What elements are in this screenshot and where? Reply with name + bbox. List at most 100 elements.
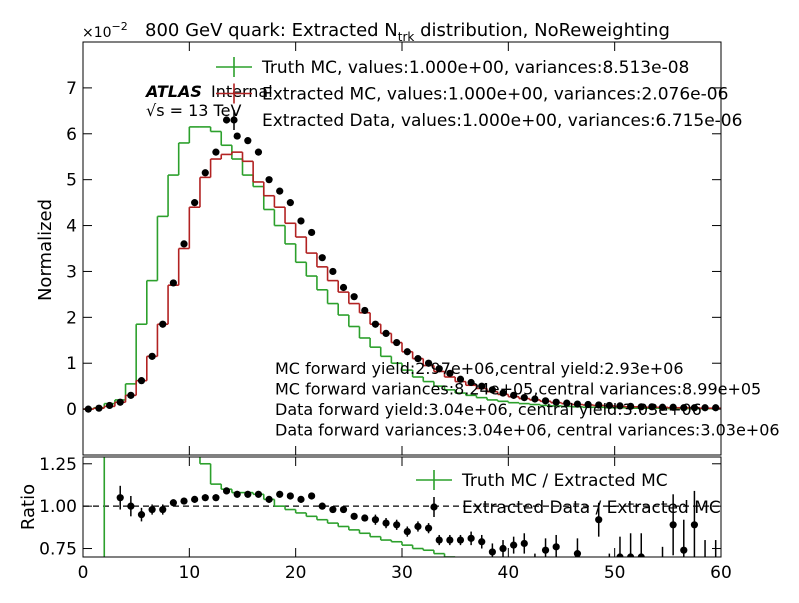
data-point xyxy=(541,546,550,554)
annotation: MC forward yield:2.97e+06,central yield:… xyxy=(275,359,684,378)
data-point xyxy=(467,378,475,387)
data-point xyxy=(116,398,124,406)
data-point xyxy=(456,536,465,544)
x-tick-label: 0 xyxy=(78,563,89,583)
data-point xyxy=(393,338,401,347)
data-point xyxy=(361,306,369,315)
data-point xyxy=(318,254,326,262)
title-text: distribution, NoReweighting xyxy=(414,20,670,41)
data-point xyxy=(669,521,677,529)
annotation: Data forward variances:3.04e+06, central… xyxy=(275,421,780,440)
data-point xyxy=(393,521,401,529)
experiment-label: ATLAS xyxy=(144,82,202,101)
annotation: MC forward variances:8.24e+05,central va… xyxy=(275,380,761,399)
data-point xyxy=(563,399,571,407)
data-point xyxy=(361,514,369,522)
data-point xyxy=(488,548,496,556)
data-point xyxy=(637,553,645,557)
data-point xyxy=(127,502,135,510)
x-tick-label: 60 xyxy=(710,563,732,583)
y-tick-label: 4 xyxy=(66,217,77,237)
data-point xyxy=(510,541,518,549)
data-point xyxy=(499,389,507,397)
y-tick-label: 1 xyxy=(66,354,77,374)
data-point xyxy=(627,553,635,557)
data-point xyxy=(701,404,709,412)
data-point xyxy=(712,404,720,412)
data-point xyxy=(541,397,550,405)
data-point xyxy=(212,494,220,502)
data-point xyxy=(595,401,603,409)
data-point xyxy=(658,403,667,411)
data-point xyxy=(286,199,294,207)
data-point xyxy=(159,320,167,328)
title-text: 800 GeV quark: Extracted N xyxy=(145,20,398,41)
legend-label: Extracted Data, values:1.000e+00, varian… xyxy=(262,111,742,131)
ratio-frame xyxy=(82,456,722,558)
offset-exponent: −2 xyxy=(112,20,128,33)
legend-marker xyxy=(430,503,438,511)
legend-label: Extracted Data / Extracted MC xyxy=(462,498,721,518)
data-point xyxy=(605,401,613,410)
data-point xyxy=(339,283,348,292)
data-point xyxy=(169,499,177,507)
data-point xyxy=(680,546,688,554)
data-point xyxy=(137,377,146,385)
data-point xyxy=(573,400,582,408)
data-point xyxy=(222,116,231,124)
axes: 0 1 2 3 4 5 6 7 Truth MC, values:1.000e+00, vari… xyxy=(39,42,780,583)
data-point xyxy=(233,490,241,498)
y-axis-label: Ratio xyxy=(18,484,39,530)
data-point xyxy=(329,505,337,514)
data-point xyxy=(116,494,124,502)
data-point xyxy=(478,382,486,390)
data-point xyxy=(616,553,624,557)
data-point xyxy=(265,495,273,503)
x-tick-label: 50 xyxy=(604,563,626,583)
data-point xyxy=(446,369,454,377)
data-point xyxy=(137,511,146,519)
data-point xyxy=(573,550,582,557)
annotation: Data forward yield:3.04e+06, central yie… xyxy=(275,400,702,419)
data-point xyxy=(403,348,411,356)
data-point xyxy=(329,267,337,276)
data-point xyxy=(488,386,496,394)
x-tick-label: 40 xyxy=(498,563,520,583)
data-point xyxy=(552,543,560,551)
data-point xyxy=(222,487,231,495)
data-point xyxy=(254,490,263,498)
data-point xyxy=(180,240,188,248)
legend-marker xyxy=(230,116,238,124)
data-point xyxy=(233,132,241,140)
data-point xyxy=(159,505,167,514)
data-point xyxy=(637,403,645,411)
data-point xyxy=(276,187,284,195)
data-point xyxy=(297,495,305,503)
data-point xyxy=(265,176,273,184)
data-point xyxy=(584,400,592,409)
y-tick-label: 1.25 xyxy=(39,455,77,475)
offset-base: ×10 xyxy=(82,25,112,41)
main-frame xyxy=(82,41,722,456)
data-point xyxy=(467,534,475,542)
data-point xyxy=(95,404,103,412)
data-point xyxy=(148,352,156,360)
legend-label: Extracted MC, values:1.000e+00, variance… xyxy=(262,85,728,105)
data-point xyxy=(318,502,326,510)
data-point xyxy=(424,524,433,532)
data-point xyxy=(244,490,252,498)
data-point xyxy=(254,148,263,156)
x-tick-label: 10 xyxy=(179,563,201,583)
y-offset: ×10−2 xyxy=(82,20,128,41)
data-point xyxy=(201,494,209,502)
data-point xyxy=(308,228,316,237)
energy-label: √s = 13 TeV xyxy=(146,101,241,120)
x-tick-label: 20 xyxy=(285,563,307,583)
data-point xyxy=(127,391,135,399)
data-point xyxy=(424,359,433,367)
y-axis-label: Normalized xyxy=(35,199,56,301)
data-point xyxy=(382,519,390,527)
data-point xyxy=(297,217,305,225)
data-point xyxy=(552,398,560,406)
